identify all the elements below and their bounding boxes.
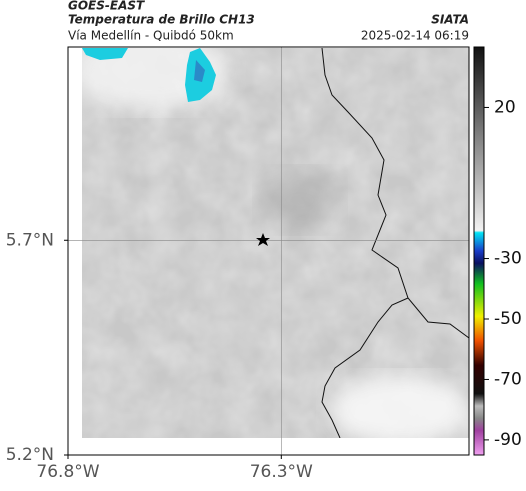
- colorbar: [473, 46, 485, 456]
- y-tick-label: 5.7°N: [6, 230, 54, 250]
- y-tick-label: 5.2°N: [6, 445, 54, 465]
- route: Vía Medellín - Quibdó 50km: [68, 29, 234, 43]
- colorbar-tick-label: -90: [494, 430, 522, 450]
- source: SIATA: [431, 13, 469, 27]
- colorbar-tick-label: -30: [494, 249, 522, 269]
- x-tick-label: 76.8°W: [36, 462, 99, 482]
- colorbar-tick-label: -70: [494, 369, 522, 389]
- subtitle: Temperatura de Brillo CH13: [68, 13, 255, 27]
- colorbar-tick-label: -50: [494, 309, 522, 329]
- map-frame: [67, 46, 470, 456]
- colorbar-tick-label: 20: [494, 97, 516, 117]
- timestamp: 2025-02-14 06:19: [361, 29, 469, 43]
- location-marker: [256, 233, 270, 246]
- title: GOES-EAST: [68, 0, 145, 13]
- satellite-image: [82, 48, 469, 438]
- x-tick-label: 76.3°W: [250, 462, 313, 482]
